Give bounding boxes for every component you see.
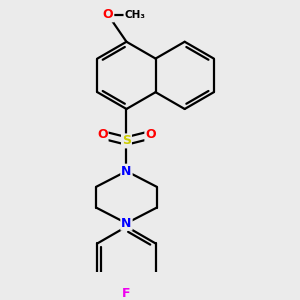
- Text: S: S: [122, 134, 131, 147]
- Text: CH₃: CH₃: [124, 10, 146, 20]
- Text: F: F: [122, 287, 131, 300]
- Text: N: N: [121, 165, 132, 178]
- Text: N: N: [121, 217, 132, 230]
- Text: O: O: [146, 128, 156, 141]
- Text: O: O: [97, 128, 108, 141]
- Text: O: O: [103, 8, 113, 21]
